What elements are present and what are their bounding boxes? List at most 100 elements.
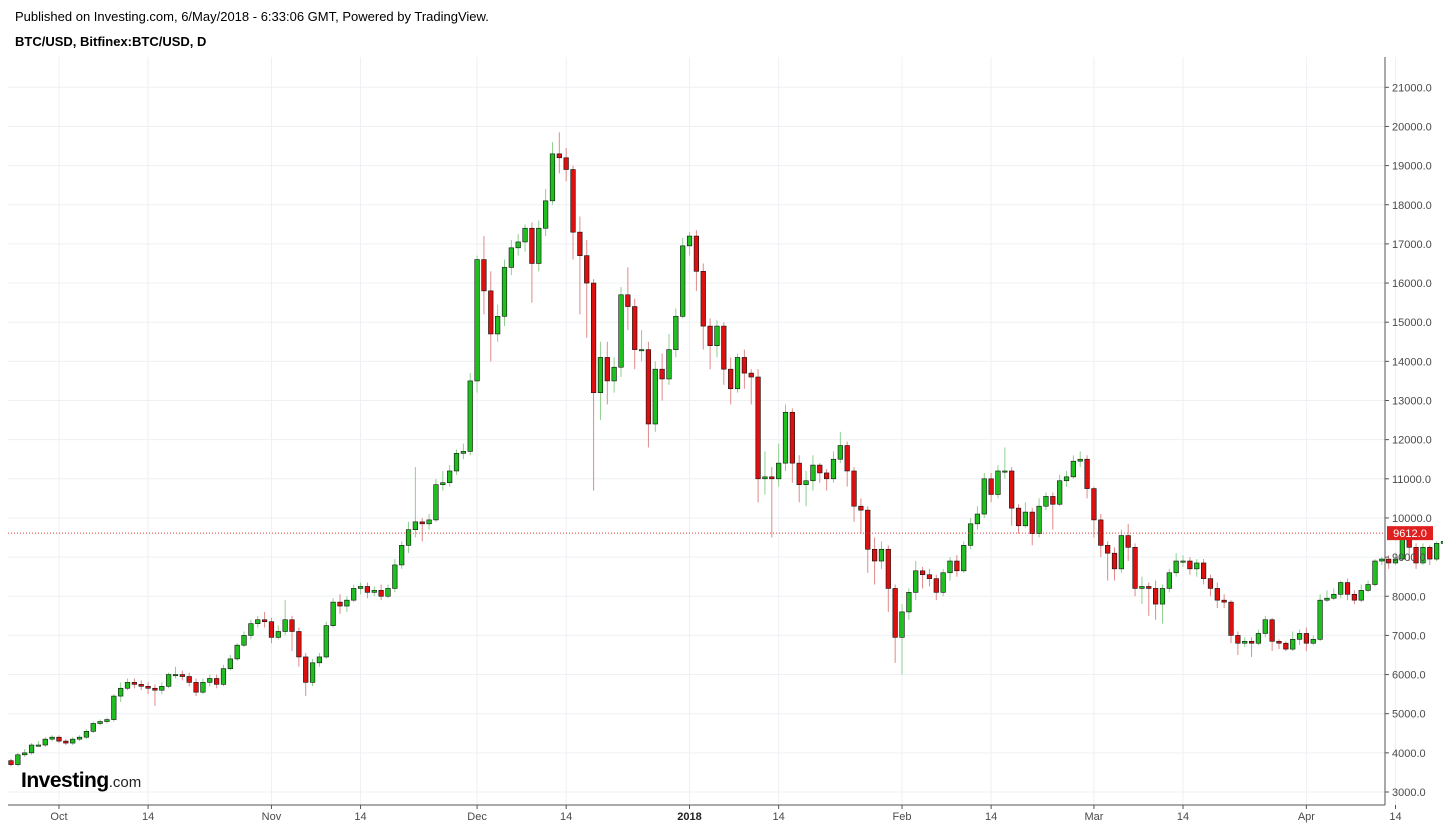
y-tick-label: 4000.0: [1392, 748, 1426, 760]
candle-body-up: [1358, 590, 1364, 601]
candle-body-down: [56, 736, 62, 742]
candle: [22, 748, 28, 757]
y-tick-label: 8000.0: [1392, 591, 1426, 603]
candle-body-up: [1077, 458, 1083, 462]
y-tick-label: 15000.0: [1392, 317, 1432, 329]
candle-body-up: [1338, 582, 1344, 595]
candle: [412, 467, 418, 538]
candle-body-up: [70, 738, 76, 744]
candle-body-up: [440, 482, 446, 485]
candle-body-up: [104, 719, 110, 722]
candle-body-up: [1392, 558, 1399, 564]
candle: [207, 674, 213, 687]
candle-body-up: [392, 564, 398, 589]
candle-body-down: [625, 294, 631, 307]
x-tick-label: Feb: [893, 811, 912, 823]
candle-body-up: [1434, 543, 1440, 560]
candle-body-up: [967, 523, 974, 546]
candle: [1070, 455, 1076, 479]
candle: [1434, 541, 1440, 562]
candle-body-down: [954, 560, 960, 572]
candle-body-up: [275, 631, 281, 638]
candle-body-down: [885, 548, 891, 589]
candle: [1194, 559, 1200, 577]
candle: [913, 561, 919, 601]
logo-brand: Investing: [21, 769, 109, 792]
candle-body-up: [899, 611, 905, 638]
y-tick-label: 6000.0: [1392, 670, 1426, 682]
candle: [303, 653, 309, 697]
candle-body-up: [714, 325, 720, 346]
candle-body-up: [371, 590, 377, 593]
candle: [371, 586, 377, 597]
candle-body-up: [611, 366, 617, 382]
candle-body-down: [1351, 593, 1357, 601]
candle-body-up: [947, 560, 953, 574]
candle: [495, 304, 501, 342]
candle: [159, 682, 165, 695]
candle: [734, 353, 741, 393]
candle: [357, 582, 364, 595]
candle: [933, 574, 939, 601]
candle: [638, 330, 645, 362]
candle: [166, 672, 172, 689]
candle: [152, 684, 158, 706]
candle-body-up: [241, 635, 247, 646]
candle: [1207, 574, 1214, 597]
candle-series: [8, 132, 1443, 767]
candle: [851, 467, 857, 522]
candle: [666, 333, 672, 385]
candle: [28, 743, 35, 755]
candle-body-down: [645, 349, 652, 425]
candle-body-up: [200, 682, 206, 693]
grid: [8, 57, 1397, 805]
x-tick-label: 14: [354, 811, 366, 823]
candle-body-up: [1420, 547, 1426, 564]
y-tick-label: 19000.0: [1392, 161, 1432, 173]
candle-body-down: [63, 740, 69, 744]
candle-body-up: [453, 453, 460, 472]
y-tick-label: 13000.0: [1392, 396, 1432, 408]
candle-body-up: [495, 316, 501, 335]
candle-body-up: [1440, 541, 1443, 544]
candle-body-up: [433, 484, 439, 521]
candle: [1036, 498, 1042, 538]
candle-body-down: [919, 570, 926, 576]
x-tick-label: 14: [1389, 811, 1401, 823]
candle-body-up: [1036, 505, 1042, 534]
candle-body-up: [878, 548, 885, 562]
candle: [1283, 641, 1289, 652]
candle-body-up: [35, 744, 42, 747]
candle-body-down: [1276, 640, 1282, 644]
candle: [632, 298, 638, 370]
candle: [296, 627, 302, 667]
candle: [104, 717, 110, 724]
candle: [1009, 467, 1015, 526]
candle: [426, 514, 432, 530]
candle: [1029, 508, 1035, 546]
candle: [214, 674, 220, 689]
candle: [447, 465, 453, 487]
candle-body-down: [844, 445, 850, 472]
candle-body-down: [700, 271, 706, 327]
candle: [275, 625, 281, 640]
candle: [618, 286, 624, 378]
candle: [1351, 590, 1357, 605]
candle-body-down: [556, 153, 562, 159]
candle-body-up: [981, 478, 987, 515]
candle-body-down: [1269, 619, 1275, 642]
candle-body-up: [536, 227, 542, 264]
candle: [1200, 559, 1207, 585]
investing-logo: Investing.com: [21, 769, 141, 793]
candle-body-up: [255, 619, 261, 624]
candle-body-up: [15, 754, 21, 765]
candle-body-up: [837, 445, 843, 460]
candle: [830, 451, 837, 483]
candle: [255, 615, 261, 628]
candle-body-down: [1105, 545, 1111, 554]
candle-body-down: [1207, 578, 1214, 589]
candle: [769, 467, 775, 538]
candle: [70, 737, 76, 746]
candle-body-down: [1153, 588, 1159, 605]
